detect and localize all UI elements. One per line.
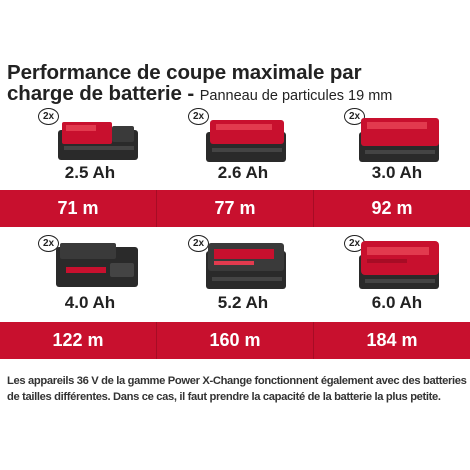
battery-icon-5-2ah (206, 243, 286, 289)
title-line-2: charge de batterie - (7, 82, 200, 105)
capacity-label: 2.5 Ah (64, 163, 116, 182)
performance-value: 160 m (209, 330, 261, 350)
capacity-label: 6.0 Ah (371, 293, 423, 312)
footnote: Les appareils 36 V de la gamme Power X-C… (7, 375, 467, 403)
performance-value: 92 m (371, 198, 413, 218)
performance-band-row-1: 71 m 77 m 92 m (0, 190, 470, 227)
capacity-label: 3.0 Ah (371, 163, 423, 182)
page-title: Performance de coupe maximale par charge… (7, 62, 467, 107)
battery-icon-3-0ah (359, 118, 439, 162)
performance-value: 184 m (366, 330, 418, 350)
battery-icon-4-0ah (56, 243, 138, 287)
battery-icon-2-6ah (206, 120, 286, 162)
band-divider (313, 322, 314, 359)
quantity-badge: 2x (188, 108, 209, 125)
quantity-badge: 2x (188, 235, 209, 252)
band-divider (313, 190, 314, 227)
capacity-label: 2.6 Ah (217, 163, 269, 182)
performance-band-row-2: 122 m 160 m 184 m (0, 322, 470, 359)
performance-value: 122 m (52, 330, 104, 350)
battery-icon-2-5ah (58, 122, 138, 160)
title-line-1: Performance de coupe maximale par (7, 61, 362, 84)
capacity-label: 4.0 Ah (64, 293, 116, 312)
band-divider (156, 190, 157, 227)
quantity-badge: 2x (38, 108, 59, 125)
battery-icon-6-0ah (359, 241, 439, 289)
performance-value: 71 m (57, 198, 99, 218)
quantity-badge: 2x (344, 108, 365, 125)
capacity-label: 5.2 Ah (217, 293, 269, 312)
quantity-badge: 2x (38, 235, 59, 252)
band-divider (156, 322, 157, 359)
performance-value: 77 m (214, 198, 256, 218)
title-subtitle: Panneau de particules 19 mm (199, 88, 393, 104)
